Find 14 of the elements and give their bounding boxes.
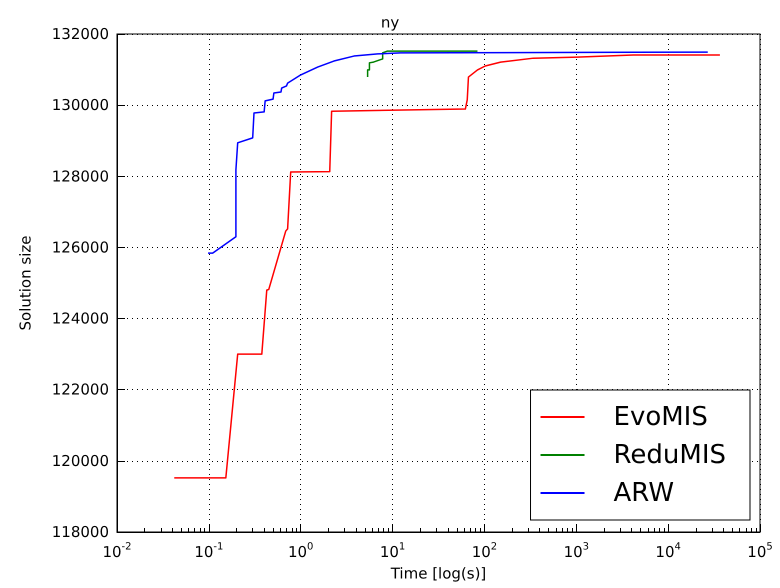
legend-label: EvoMIS — [614, 402, 708, 432]
y-tick-label: 126000 — [52, 238, 109, 256]
legend-label: ReduMIS — [614, 440, 726, 470]
y-tick-label: 118000 — [52, 523, 109, 541]
y-tick-label: 130000 — [52, 96, 109, 114]
y-tick-label: 132000 — [52, 25, 109, 43]
x-axis-title: Time [log(s)] — [390, 564, 486, 582]
y-tick-label: 128000 — [52, 167, 109, 186]
y-axis-title: Solution size — [16, 236, 34, 330]
y-tick-label: 122000 — [52, 380, 109, 399]
y-tick-label: 124000 — [52, 310, 109, 328]
legend-label: ARW — [614, 478, 674, 508]
y-tick-label: 120000 — [52, 452, 109, 470]
chart-title: ny — [380, 14, 400, 32]
